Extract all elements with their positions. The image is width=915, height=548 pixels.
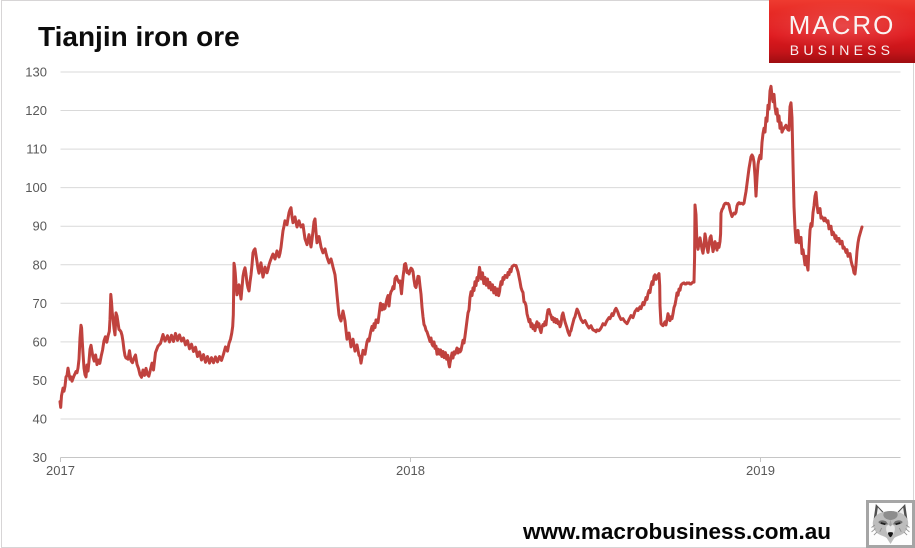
wolf-logo-box <box>866 500 915 548</box>
y-axis-label-120: 120 <box>25 103 47 118</box>
x-axis-label-2017: 2017 <box>46 463 75 478</box>
y-axis-label-130: 130 <box>25 65 47 80</box>
y-axis-label-70: 70 <box>33 296 47 311</box>
logo-text-business: BUSINESS <box>789 42 895 58</box>
macrobusiness-logo: MACRO BUSINESS <box>769 0 915 63</box>
y-axis-label-80: 80 <box>33 257 47 272</box>
logo-text-macro: MACRO <box>788 10 896 40</box>
website-url: www.macrobusiness.com.au <box>522 519 832 544</box>
y-axis-label-30: 30 <box>33 450 47 465</box>
y-axis-label-60: 60 <box>33 334 47 349</box>
y-axis-label-90: 90 <box>33 219 47 234</box>
chart-title: Tianjin iron ore <box>38 21 240 52</box>
y-axis-label-100: 100 <box>25 180 47 195</box>
y-axis-label-50: 50 <box>33 373 47 388</box>
y-axis-label-110: 110 <box>26 142 47 157</box>
x-axis-label-2018: 2018 <box>396 463 425 478</box>
x-axis-label-2019: 2019 <box>746 463 775 478</box>
y-axis-label-40: 40 <box>33 411 47 426</box>
price-series-line <box>58 84 864 409</box>
wolf-head-icon <box>871 503 910 545</box>
